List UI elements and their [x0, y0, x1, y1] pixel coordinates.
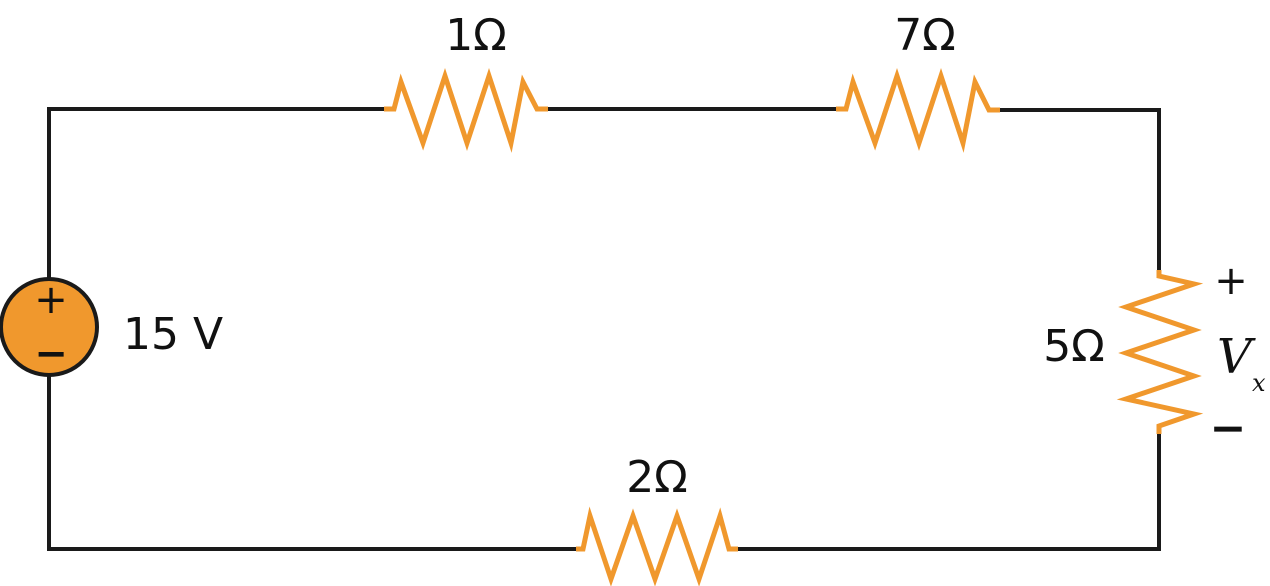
voltage-source-circle	[0, 277, 99, 377]
resistor-5-ohm-label: 5Ω	[1043, 321, 1105, 372]
voltage-source-plus-sign: +	[34, 277, 68, 323]
resistor-7-ohm-label: 7Ω	[894, 10, 956, 61]
wire-left-top	[47, 107, 388, 282]
resistor-2-ohm-label: 2Ω	[626, 452, 688, 503]
vx-symbol: V	[1217, 329, 1256, 385]
wire-top-right	[996, 108, 1161, 274]
wires	[47, 107, 1161, 551]
vx-minus-sign: −	[1210, 403, 1247, 454]
resistor-5-ohm-zigzag	[1116, 270, 1204, 434]
resistor-1-ohm-label: 1Ω	[445, 10, 507, 61]
resistor-2-ohm-zigzag	[576, 506, 738, 586]
voltage-source-label: 15 V	[123, 309, 223, 360]
resistor-7-ohm-zigzag	[836, 67, 1000, 153]
wire-bottom-right	[734, 430, 1161, 551]
resistor-2-ohm: 2Ω	[576, 452, 738, 586]
wire-bottom-left	[47, 373, 580, 551]
voltage-source-minus-sign: −	[34, 331, 68, 377]
resistor-1-ohm-zigzag	[384, 67, 548, 153]
resistor-1-ohm: 1Ω	[384, 10, 548, 153]
resistor-7-ohm: 7Ω	[836, 10, 1000, 153]
voltage-source: + − 15 V	[0, 277, 223, 377]
vx-subscript: x	[1252, 369, 1266, 397]
vx-annotation: + V x −	[1210, 258, 1266, 454]
vx-plus-sign: +	[1214, 258, 1248, 304]
resistor-5-ohm: 5Ω	[1043, 270, 1204, 434]
